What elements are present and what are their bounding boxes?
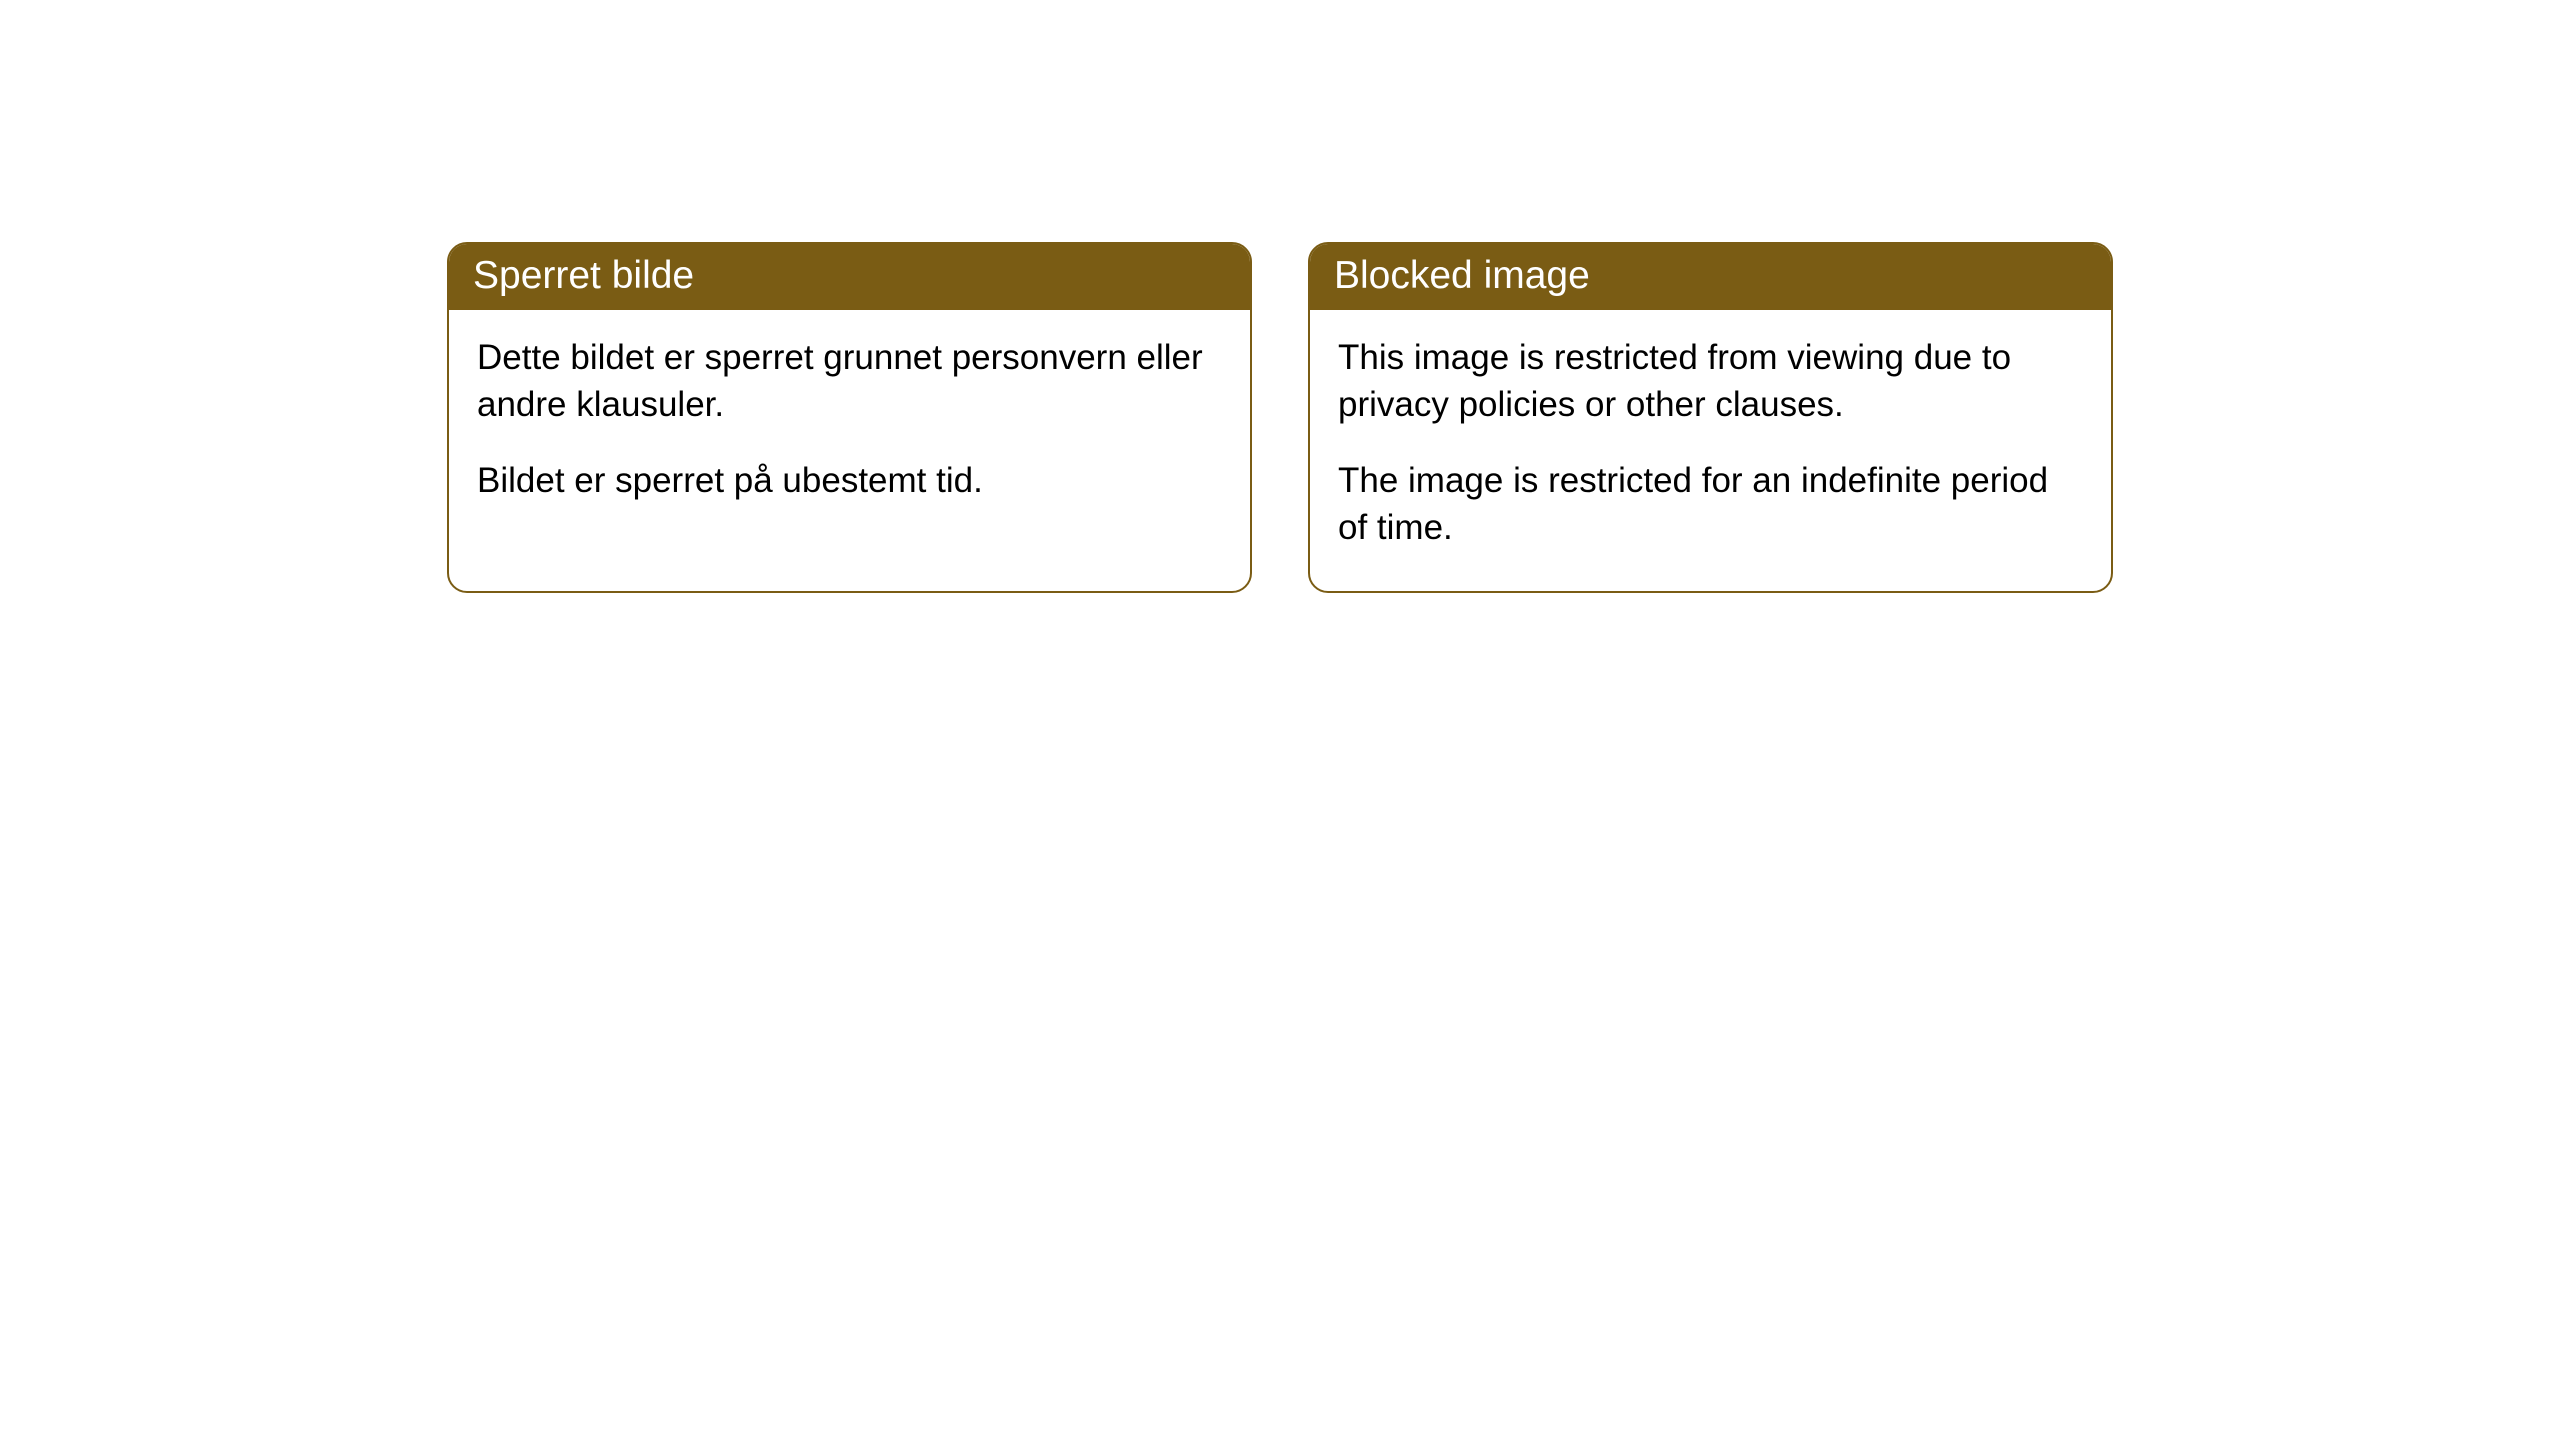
card-header-norwegian: Sperret bilde (449, 244, 1250, 310)
card-paragraph-1: Dette bildet er sperret grunnet personve… (477, 334, 1222, 429)
card-paragraph-2: The image is restricted for an indefinit… (1338, 457, 2083, 552)
card-title: Blocked image (1334, 254, 1590, 297)
card-title: Sperret bilde (473, 254, 694, 297)
card-norwegian: Sperret bilde Dette bildet er sperret gr… (447, 242, 1252, 593)
card-body-norwegian: Dette bildet er sperret grunnet personve… (449, 310, 1250, 544)
card-body-english: This image is restricted from viewing du… (1310, 310, 2111, 591)
card-header-english: Blocked image (1310, 244, 2111, 310)
cards-container: Sperret bilde Dette bildet er sperret gr… (447, 242, 2113, 593)
card-paragraph-2: Bildet er sperret på ubestemt tid. (477, 457, 1222, 504)
card-english: Blocked image This image is restricted f… (1308, 242, 2113, 593)
card-paragraph-1: This image is restricted from viewing du… (1338, 334, 2083, 429)
